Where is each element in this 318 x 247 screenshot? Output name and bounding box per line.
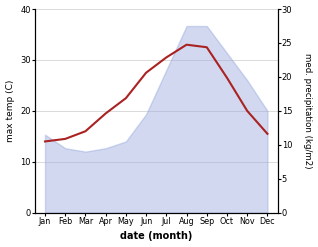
Y-axis label: max temp (C): max temp (C) (5, 80, 15, 142)
X-axis label: date (month): date (month) (120, 231, 192, 242)
Y-axis label: med. precipitation (kg/m2): med. precipitation (kg/m2) (303, 53, 313, 169)
